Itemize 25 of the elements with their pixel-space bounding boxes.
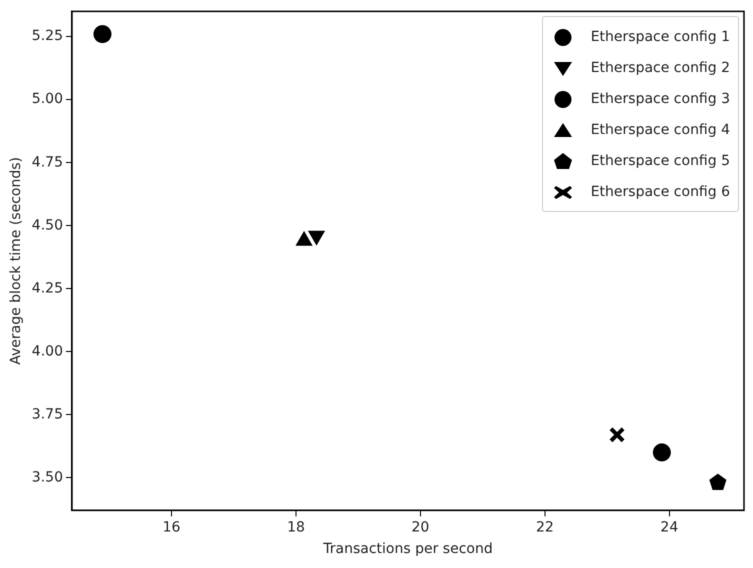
point <box>652 443 671 462</box>
point <box>610 427 624 442</box>
legend-label: Etherspace config 1 <box>590 28 730 45</box>
y-tick-label: 3.75 <box>32 406 63 422</box>
x-tick-label: 24 <box>660 519 678 536</box>
legend-label: Etherspace config 5 <box>590 152 730 169</box>
y-tick-label: 4.25 <box>32 280 63 296</box>
legend-label: Etherspace config 3 <box>590 90 730 107</box>
y-tick-label: 5.25 <box>32 28 63 44</box>
y-tick-label: 4.75 <box>32 154 63 170</box>
y-tick-label: 5.00 <box>32 91 63 108</box>
x-tick-label: 22 <box>536 519 554 536</box>
x-tick-label: 20 <box>412 519 430 536</box>
x-axis-title: Transactions per second <box>322 541 493 558</box>
legend-label: Etherspace config 6 <box>590 184 730 200</box>
x-tick-label: 16 <box>162 519 181 536</box>
point <box>709 474 726 490</box>
legend-label: Etherspace config 4 <box>590 122 730 138</box>
legend-label: Etherspace config 2 <box>590 60 730 76</box>
y-tick-label: 4.00 <box>32 343 63 360</box>
x-tick-label: 18 <box>287 519 305 536</box>
point <box>93 25 112 44</box>
y-tick-label: 4.50 <box>32 217 63 234</box>
y-tick-label: 3.50 <box>32 469 63 486</box>
y-axis-title: Average block time (seconds) <box>8 157 24 365</box>
